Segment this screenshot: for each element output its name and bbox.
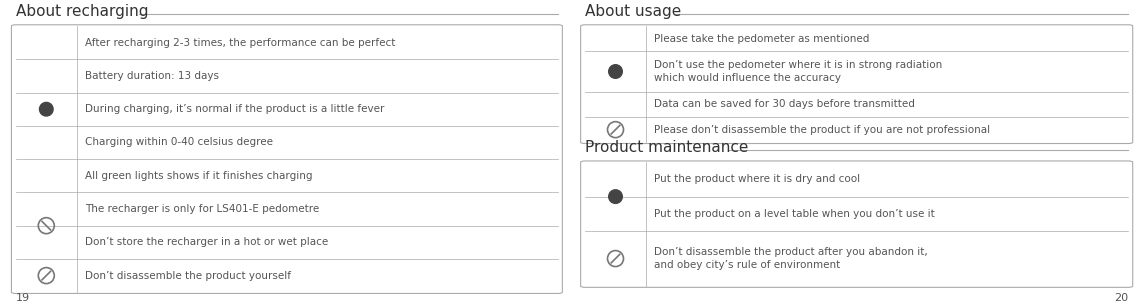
Text: About usage: About usage — [585, 4, 681, 19]
Text: 19: 19 — [16, 293, 30, 303]
Text: After recharging 2-3 times, the performance can be perfect: After recharging 2-3 times, the performa… — [85, 38, 395, 48]
FancyBboxPatch shape — [581, 25, 1133, 144]
Text: Don’t disassemble the product after you abandon it,
and obey city’s rule of envi: Don’t disassemble the product after you … — [654, 247, 928, 270]
Text: Don’t disassemble the product yourself: Don’t disassemble the product yourself — [85, 271, 290, 281]
Text: Product maintenance: Product maintenance — [585, 140, 749, 155]
Text: 20: 20 — [1114, 293, 1128, 303]
Text: During charging, it’s normal if the product is a little fever: During charging, it’s normal if the prod… — [85, 104, 384, 114]
Text: All green lights shows if it finishes charging: All green lights shows if it finishes ch… — [85, 171, 312, 181]
FancyBboxPatch shape — [11, 25, 562, 293]
Text: Put the product on a level table when you don’t use it: Put the product on a level table when yo… — [654, 209, 935, 219]
Circle shape — [609, 65, 622, 78]
Text: About recharging: About recharging — [16, 4, 149, 19]
Circle shape — [40, 103, 53, 116]
FancyBboxPatch shape — [581, 161, 1133, 287]
Text: The recharger is only for LS401-E pedometre: The recharger is only for LS401-E pedome… — [85, 204, 319, 214]
Text: Don’t store the recharger in a hot or wet place: Don’t store the recharger in a hot or we… — [85, 237, 328, 247]
Text: Battery duration: 13 days: Battery duration: 13 days — [85, 71, 218, 81]
Text: Please don’t disassemble the product if you are not professional: Please don’t disassemble the product if … — [654, 125, 990, 135]
Text: Put the product where it is dry and cool: Put the product where it is dry and cool — [654, 174, 860, 185]
Text: Data can be saved for 30 days before transmitted: Data can be saved for 30 days before tra… — [654, 99, 914, 109]
Text: Charging within 0-40 celsius degree: Charging within 0-40 celsius degree — [85, 137, 272, 147]
Circle shape — [609, 190, 622, 203]
Text: Please take the pedometer as mentioned: Please take the pedometer as mentioned — [654, 34, 869, 44]
Text: Don’t use the pedometer where it is in strong radiation
which would influence th: Don’t use the pedometer where it is in s… — [654, 60, 942, 83]
